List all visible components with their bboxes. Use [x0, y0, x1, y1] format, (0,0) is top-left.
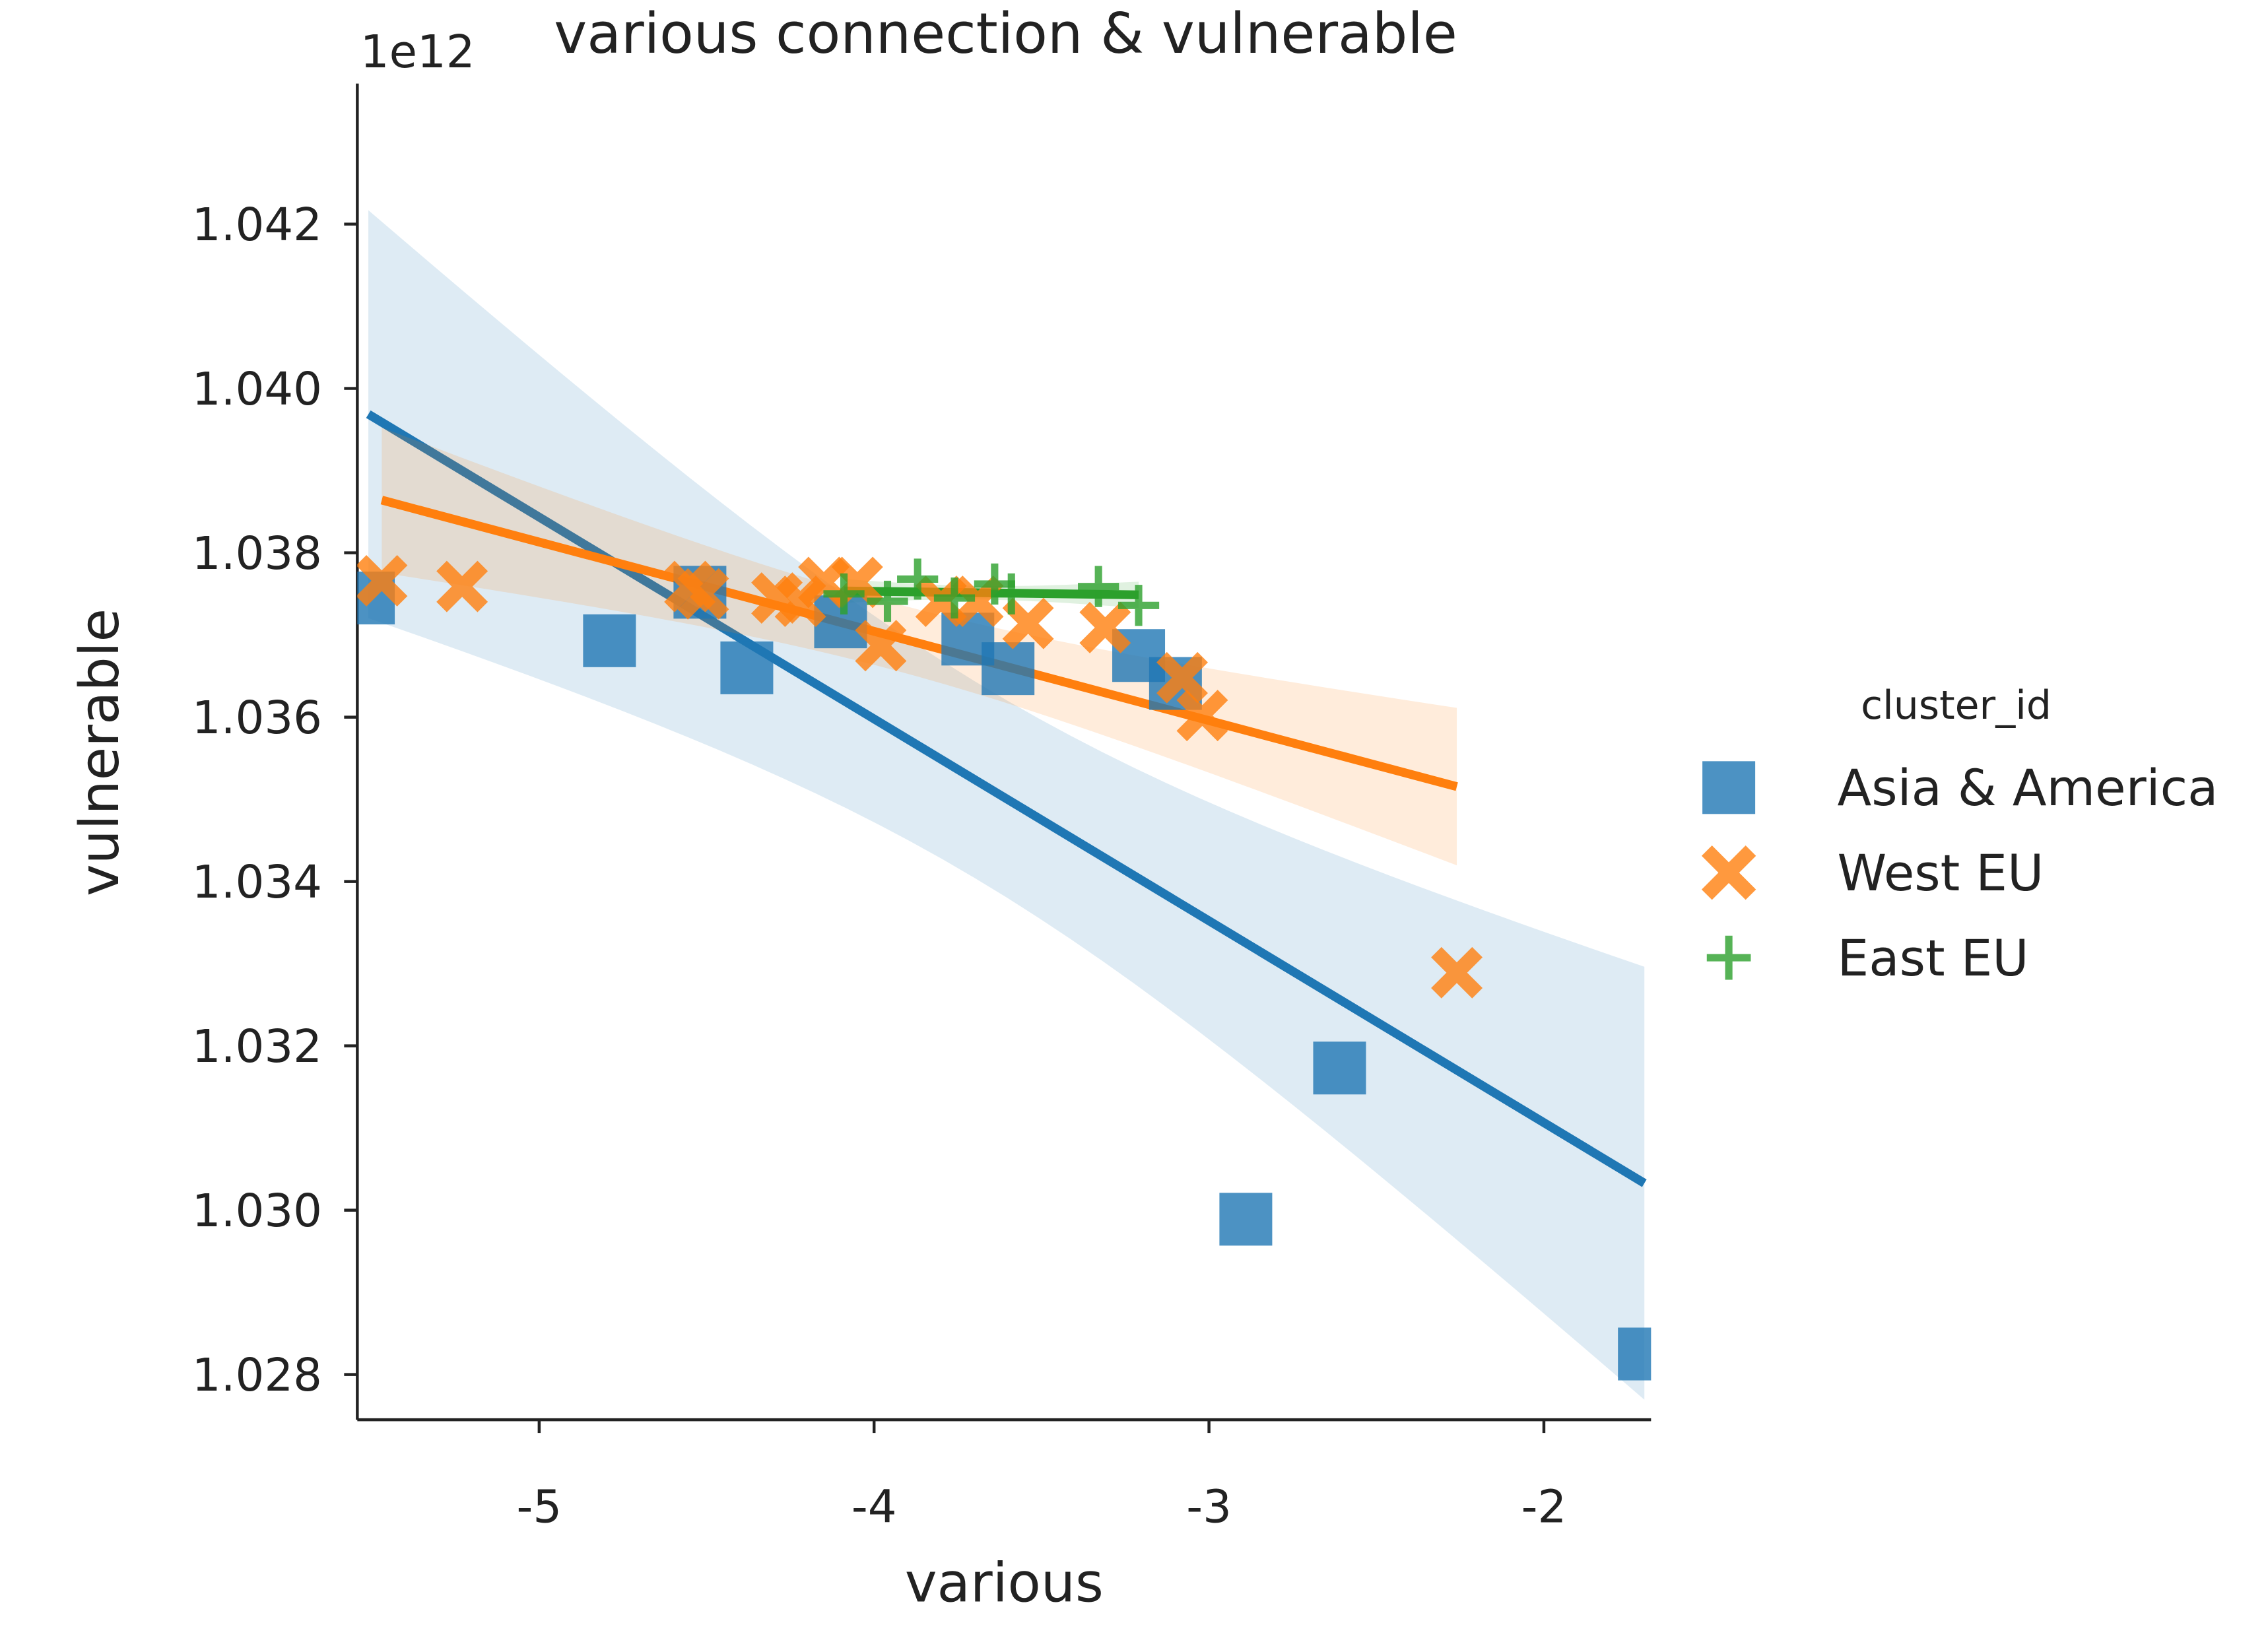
marker-x [1701, 845, 1756, 900]
y-tick-label: 1.042 [192, 199, 322, 251]
marker-plus [991, 573, 1032, 614]
y-tick-label: 1.032 [192, 1020, 322, 1073]
legend-label: East EU [1838, 929, 2029, 987]
marker-plus [933, 577, 976, 619]
marker-x [1431, 946, 1483, 999]
legend-title: cluster_id [1861, 682, 2051, 729]
legend-label: West EU [1838, 844, 2044, 902]
marker-plus [867, 580, 908, 622]
regression-line [366, 410, 1647, 1187]
marker-plus [897, 558, 939, 600]
marker-plus [1706, 935, 1751, 980]
marker-x [1079, 601, 1131, 653]
marker-x [1176, 690, 1228, 742]
marker-plus [1078, 566, 1119, 607]
x-axis-label: various [905, 1552, 1104, 1615]
y-tick-label: 1.034 [192, 856, 322, 909]
y-axis-label: vulnerable [69, 609, 131, 896]
marker-square [1219, 1193, 1273, 1246]
marker-x [1156, 651, 1208, 704]
marker-x [677, 568, 729, 620]
confidence-band [368, 210, 1645, 1400]
x-tick-label: -5 [516, 1481, 562, 1534]
marker-x [357, 554, 408, 607]
plot-area [357, 210, 1651, 1400]
marker-x [436, 560, 488, 612]
x-tick-label: -2 [1521, 1481, 1567, 1534]
y-tick-label: 1.040 [192, 363, 322, 416]
legend-label: Asia & America [1838, 759, 2218, 817]
chart-title: various connection & vulnerable [554, 1, 1457, 66]
marker-plus [823, 573, 865, 614]
axis-offset: 1e12 [360, 26, 475, 79]
marker-x [855, 620, 907, 672]
marker-square [720, 641, 774, 694]
x-tick-label: -3 [1186, 1481, 1232, 1534]
marker-square [982, 642, 1035, 696]
y-tick-label: 1.036 [192, 692, 322, 744]
marker-square [1702, 761, 1756, 814]
marker-square [583, 614, 636, 667]
y-tick-label: 1.028 [192, 1349, 322, 1402]
marker-square [1313, 1041, 1366, 1095]
y-tick-label: 1.038 [192, 527, 322, 580]
y-tick-label: 1.030 [192, 1185, 322, 1238]
regression-line [380, 496, 1458, 791]
marker-plus [1117, 585, 1160, 626]
marker-square [1618, 1327, 1651, 1381]
x-tick-label: -4 [851, 1481, 897, 1534]
